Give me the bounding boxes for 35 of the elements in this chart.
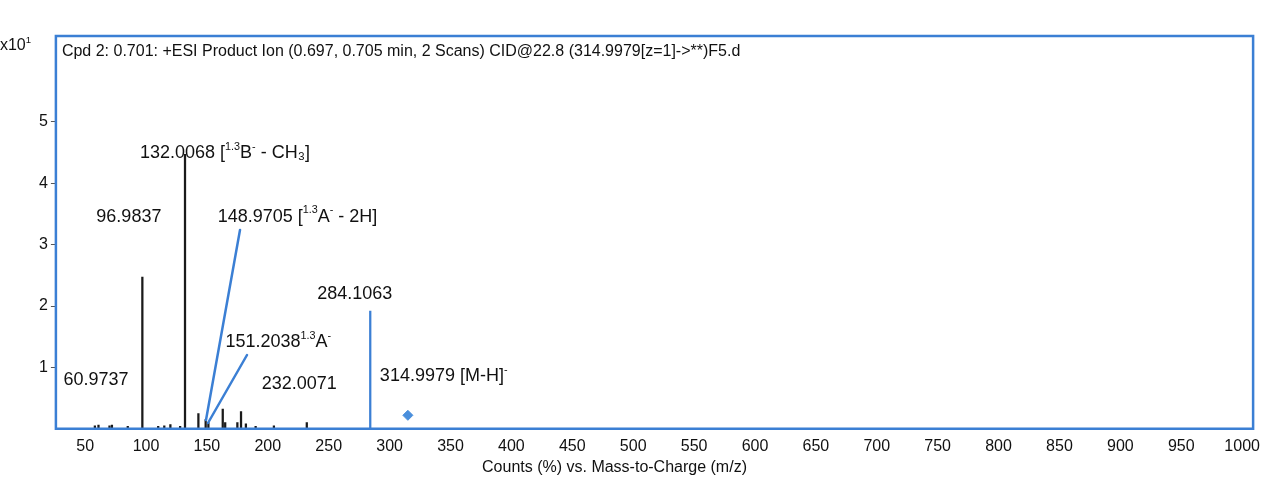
x-tick-label: 450 — [558, 436, 586, 454]
x-tick-label: 250 — [315, 436, 343, 454]
y-tick-label: 2 — [38, 296, 48, 314]
x-tick-label: 200 — [254, 436, 282, 454]
annotation: 60.9737 — [63, 369, 129, 390]
x-tick-label: 850 — [1046, 436, 1073, 454]
x-tick-label: 800 — [985, 436, 1013, 454]
bar — [197, 413, 200, 429]
bar — [169, 424, 172, 429]
annotation: 232.0071 — [261, 372, 337, 393]
x-tick-label: 1000 — [1224, 436, 1261, 454]
annotation: 284.1063 — [317, 282, 393, 303]
x-tick-label: 100 — [132, 436, 160, 454]
y-tick-label: 3 — [38, 235, 48, 253]
x-tick-label: 750 — [924, 436, 952, 454]
annotation: 96.9837 — [96, 206, 162, 227]
x-tick-label: 900 — [1107, 436, 1134, 454]
x-tick-label: 50 — [76, 436, 95, 454]
y-tick-label: 1 — [38, 357, 48, 375]
x-tick-label: 600 — [741, 436, 769, 454]
x-axis-title: Counts (%) vs. Mass-to-Charge (m/z) — [482, 458, 747, 476]
x-tick-label: 950 — [1167, 436, 1195, 454]
y-tick-label: 5 — [38, 112, 48, 130]
x-tick-label: 550 — [680, 436, 708, 454]
x-tick-label: 500 — [619, 436, 647, 454]
x-tick-label: 650 — [802, 436, 830, 454]
annotation: 314.9979 [M-H]- — [379, 363, 508, 386]
y-tick-label: 4 — [38, 173, 48, 191]
x-tick-label: 350 — [437, 436, 464, 454]
x-tick-label: 700 — [863, 436, 891, 454]
bar — [97, 424, 100, 429]
x-tick-label: 400 — [498, 436, 525, 454]
x-tick-label: 300 — [376, 436, 404, 454]
chart-title: Cpd 2: 0.701: +ESI Product Ion (0.697, 0.705 min, 2 Scans) CID@22.8 (314.9979[z=1]->**)F5.d — [61, 42, 741, 59]
x-tick-label: 150 — [193, 436, 221, 454]
